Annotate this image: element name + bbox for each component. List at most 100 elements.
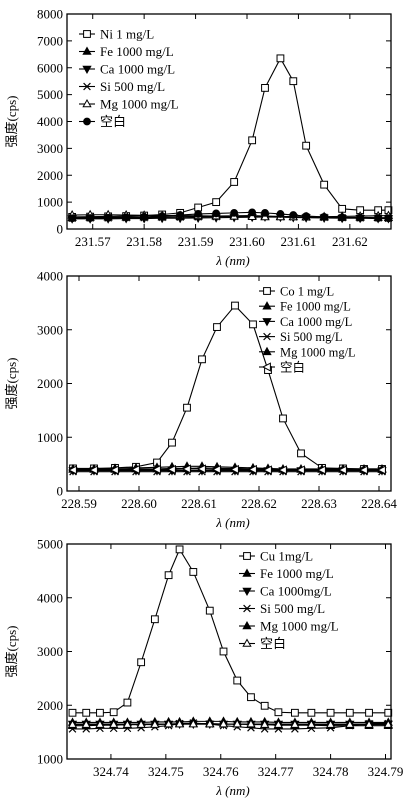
x-tick-label: 324.78 [313, 764, 349, 779]
legend-label: Si 500 mg/L [280, 330, 343, 344]
legend-label: Mg 1000 mg/L [100, 97, 179, 112]
legend-marker [263, 332, 271, 341]
data-point [212, 198, 221, 207]
data-point [104, 213, 113, 222]
x-tick-label: 231.62 [332, 234, 368, 249]
data-point [151, 464, 161, 475]
data-point [384, 214, 393, 223]
legend-marker [83, 30, 91, 38]
data-point [384, 708, 393, 717]
chart-1: 231.57 231.58 231.59 231.60 231.61 231.62 0 100… [4, 7, 394, 268]
data-point [109, 465, 119, 475]
data-point [174, 719, 185, 728]
y-tick-label: 1000 [37, 195, 63, 210]
legend-entry: Fe 1000 mg/L [239, 566, 334, 581]
data-point [213, 323, 221, 331]
x-tick-label: 231.57 [75, 234, 111, 249]
data-point [212, 209, 221, 218]
data-point [123, 698, 132, 707]
data-point [86, 214, 95, 222]
y-tick-label: 2000 [37, 168, 63, 183]
data-point [246, 719, 256, 728]
data-point [136, 719, 146, 728]
legend-entry: Cu 1mg/L [239, 549, 313, 564]
legend-marker [243, 604, 251, 613]
data-point [230, 178, 239, 186]
data-point [345, 708, 354, 717]
legend-entry: Mg 1000 mg/L [79, 97, 179, 112]
x-tick-label: 228.60 [121, 496, 157, 511]
series-line [72, 723, 389, 726]
y-tick-label: 5000 [37, 87, 63, 102]
x-axis-label: λ (nm) [215, 515, 249, 530]
data-point [306, 719, 317, 728]
data-point [140, 213, 149, 221]
legend: Cu 1mg/L Fe 1000 mg/L Ca 1000mg/L Si 500 mg… [239, 549, 339, 651]
data-point [232, 719, 242, 728]
chart-2: 228.59 228.60 228.61 228.62 228.63 228.64 0 100… [4, 269, 397, 531]
legend-marker [242, 587, 252, 597]
legend-entry: Co 1 mg/L [259, 285, 334, 299]
y-tick-label: 6000 [37, 60, 63, 75]
y-tick-label: 3000 [37, 322, 63, 337]
legend-marker [243, 552, 251, 560]
series-6 [67, 719, 393, 728]
legend-marker [82, 46, 92, 55]
data-point [358, 465, 368, 475]
legend-entry: Si 500 mg/L [79, 79, 165, 94]
x-tick-label: 231.61 [281, 234, 317, 249]
data-point [96, 708, 104, 717]
legend-label: Fe 1000 mg/L [280, 300, 351, 314]
legend-entry: Ni 1 mg/L [79, 27, 154, 42]
data-point [82, 708, 91, 717]
data-point [289, 211, 298, 219]
legend-entry: Si 500 mg/L [259, 330, 343, 344]
legend-label: Ca 1000 mg/L [100, 62, 175, 77]
data-point [302, 212, 311, 221]
data-point [273, 719, 284, 728]
data-point [320, 213, 329, 221]
y-axis-label: 强度(cps) [4, 626, 19, 678]
data-point [374, 214, 383, 222]
data-point [175, 545, 184, 554]
y-axis-label: 强度(cps) [4, 96, 19, 148]
legend-label: 空白 [280, 360, 305, 375]
series-line [72, 720, 389, 724]
legend-marker [82, 98, 92, 108]
y-tick-label: 1000 [37, 752, 63, 767]
legend-entry: 空白 [79, 114, 126, 129]
y-tick-label: 5000 [37, 537, 63, 552]
legend-marker [261, 362, 271, 372]
data-point [68, 708, 77, 717]
data-point [247, 464, 257, 475]
data-point [337, 465, 347, 475]
data-point [67, 465, 77, 475]
legend: Ni 1 mg/L Fe 1000 mg/L Ca 1000 mg/L Si 500 … [79, 27, 179, 129]
series-6 [67, 464, 386, 475]
legend-label: Ca 1000mg/L [260, 584, 332, 599]
data-point [326, 708, 335, 717]
data-point [68, 214, 77, 223]
legend-marker [83, 117, 91, 126]
y-tick-label: 2000 [37, 698, 63, 713]
data-point [176, 211, 185, 219]
x-tick-label: 324.77 [258, 764, 294, 779]
data-point [211, 464, 221, 475]
data-point [81, 719, 91, 728]
x-tick-label: 228.63 [301, 496, 337, 511]
chart-3: 324.74 324.75 324.76 324.77 324.78 324.79 1000… [4, 537, 403, 799]
legend-marker [262, 318, 272, 327]
data-point [198, 355, 206, 364]
data-point [188, 719, 198, 728]
x-tick-label: 324.75 [148, 764, 184, 779]
data-point [295, 465, 305, 475]
legend-entry: Ca 1000 mg/L [259, 315, 352, 329]
legend-label: Co 1 mg/L [280, 285, 334, 299]
legend-entry: Mg 1000 mg/L [259, 345, 356, 359]
y-tick-label: 4000 [37, 114, 63, 129]
y-tick-label: 7000 [37, 33, 63, 48]
legend-marker [262, 346, 272, 356]
y-tick-label: 2000 [37, 376, 63, 391]
data-point [289, 77, 298, 86]
legend-marker [242, 620, 252, 630]
